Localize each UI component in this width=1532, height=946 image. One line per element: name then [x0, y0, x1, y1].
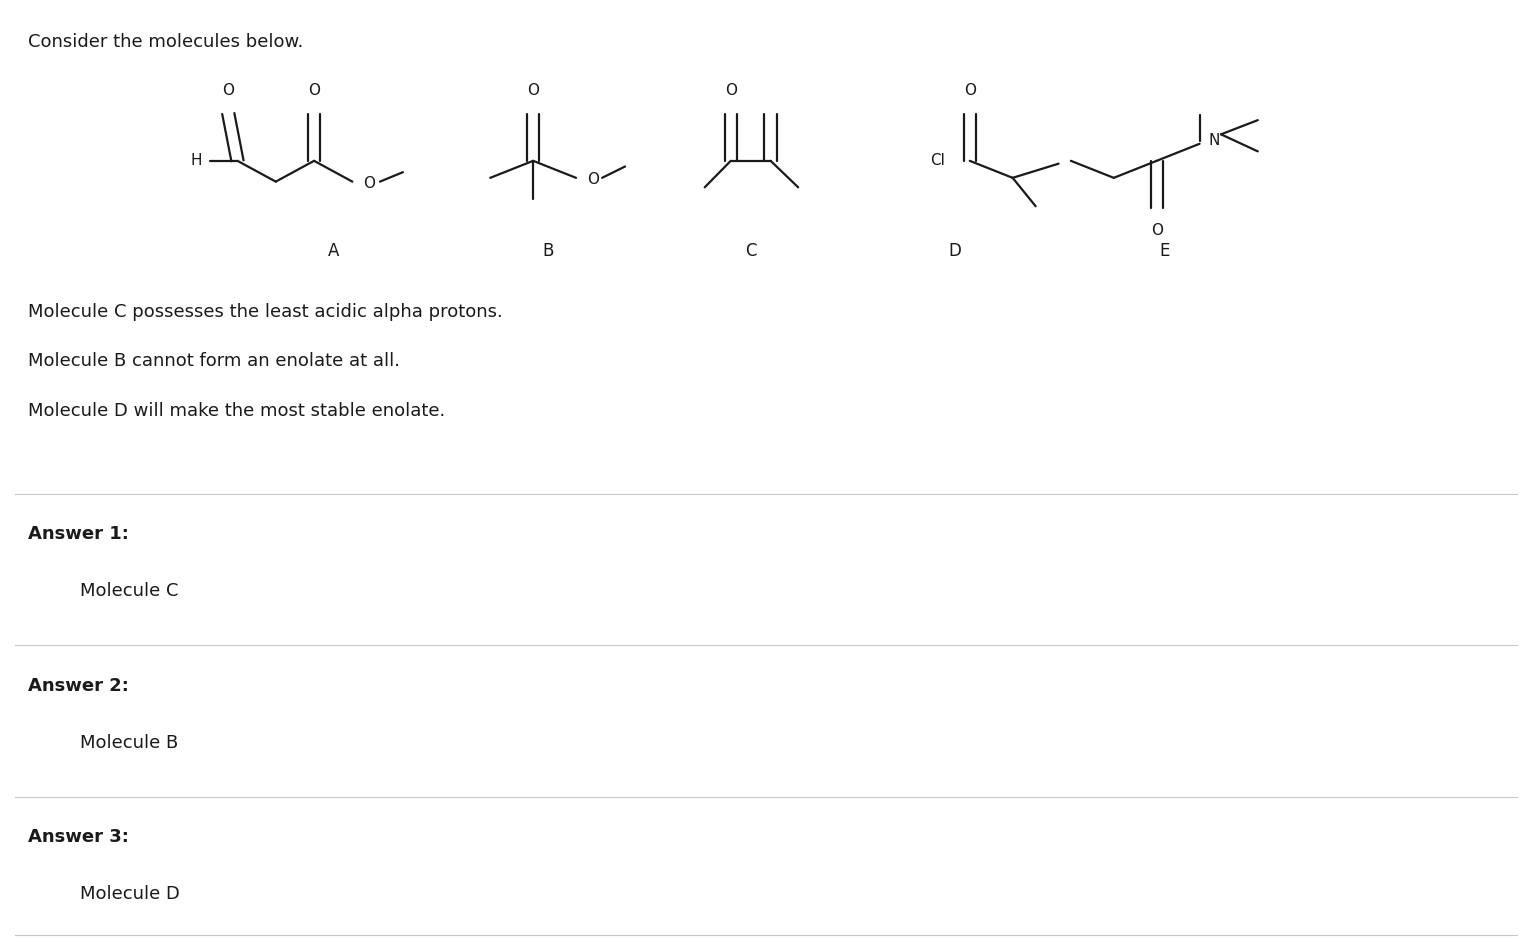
- Text: O: O: [1151, 223, 1163, 238]
- Text: Molecule D: Molecule D: [80, 885, 179, 903]
- Text: H: H: [190, 153, 202, 168]
- Text: Molecule C possesses the least acidic alpha protons.: Molecule C possesses the least acidic al…: [28, 303, 502, 322]
- Text: E: E: [1160, 241, 1169, 260]
- Text: O: O: [527, 83, 539, 98]
- Text: C: C: [745, 241, 757, 260]
- Text: O: O: [308, 83, 320, 98]
- Text: Answer 3:: Answer 3:: [28, 828, 129, 847]
- Text: Molecule B cannot form an enolate at all.: Molecule B cannot form an enolate at all…: [28, 352, 400, 371]
- Text: Molecule D will make the most stable enolate.: Molecule D will make the most stable eno…: [28, 401, 444, 420]
- Text: O: O: [363, 176, 375, 191]
- Text: Molecule C: Molecule C: [80, 582, 178, 601]
- Text: A: A: [328, 241, 340, 260]
- Text: Cl: Cl: [930, 153, 945, 168]
- Text: Consider the molecules below.: Consider the molecules below.: [28, 33, 303, 51]
- Text: O: O: [725, 83, 737, 98]
- Text: O: O: [964, 83, 976, 98]
- Text: Answer 2:: Answer 2:: [28, 676, 129, 695]
- Text: B: B: [542, 241, 555, 260]
- Text: Molecule B: Molecule B: [80, 733, 178, 752]
- Text: O: O: [222, 83, 234, 98]
- Text: Answer 1:: Answer 1:: [28, 525, 129, 544]
- Text: D: D: [948, 241, 961, 260]
- Text: O: O: [587, 172, 599, 187]
- Text: N: N: [1209, 132, 1219, 148]
